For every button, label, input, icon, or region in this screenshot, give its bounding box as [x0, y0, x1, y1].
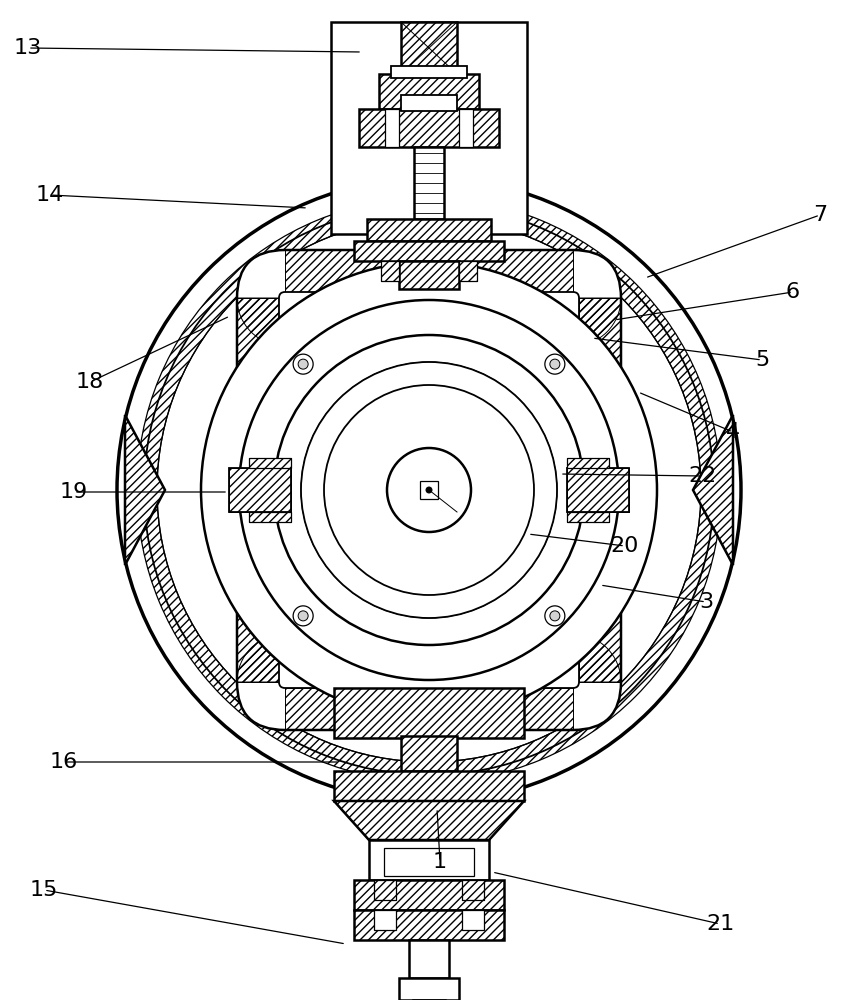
Polygon shape [334, 801, 524, 840]
Bar [374, 910, 396, 930]
Bar [399, 978, 459, 1000]
Bar [249, 458, 291, 468]
Bar [567, 512, 609, 522]
Bar [401, 22, 457, 74]
Bar [567, 468, 629, 512]
Bar [249, 458, 291, 468]
Bar [401, 736, 457, 771]
Circle shape [293, 606, 314, 626]
Circle shape [239, 300, 619, 680]
Bar [567, 512, 609, 522]
Circle shape [550, 611, 560, 621]
Bar [334, 688, 524, 738]
Bar [459, 109, 473, 147]
FancyBboxPatch shape [237, 250, 621, 730]
Bar [354, 241, 504, 261]
Bar [359, 109, 499, 147]
Bar [374, 880, 396, 900]
Bar [567, 458, 609, 468]
Bar [331, 22, 527, 234]
Bar [334, 688, 524, 738]
Text: 15: 15 [30, 880, 58, 900]
Bar [354, 910, 504, 940]
Bar [334, 771, 524, 801]
Bar [367, 219, 491, 241]
Bar [367, 219, 491, 241]
Circle shape [157, 218, 701, 762]
Polygon shape [693, 415, 733, 565]
Bar [381, 261, 399, 281]
Bar [459, 261, 477, 281]
Bar [381, 261, 399, 281]
Text: 5: 5 [755, 350, 769, 370]
Circle shape [293, 354, 314, 374]
Bar [354, 910, 504, 940]
Circle shape [545, 606, 565, 626]
Bar [359, 109, 499, 147]
Text: 3: 3 [699, 592, 713, 612]
Bar [420, 481, 438, 499]
Circle shape [550, 359, 560, 369]
Circle shape [298, 359, 308, 369]
Bar [379, 74, 479, 109]
Bar [374, 880, 396, 900]
Bar [414, 147, 444, 219]
Circle shape [144, 205, 714, 775]
Bar [567, 468, 629, 512]
Bar [229, 468, 291, 512]
Bar [462, 880, 484, 900]
Bar [229, 468, 291, 512]
Bar [334, 771, 524, 801]
Bar [249, 512, 291, 522]
Bar [462, 910, 484, 930]
Bar [401, 736, 457, 771]
Bar [401, 22, 457, 74]
Text: 19: 19 [60, 482, 88, 502]
Bar [354, 880, 504, 910]
Text: 4: 4 [726, 422, 740, 442]
Text: 1: 1 [433, 852, 447, 872]
Text: 20: 20 [611, 536, 639, 556]
Circle shape [426, 487, 432, 493]
Text: 16: 16 [50, 752, 78, 772]
Circle shape [301, 362, 557, 618]
FancyBboxPatch shape [279, 292, 579, 688]
Text: 6: 6 [786, 282, 800, 302]
Bar [391, 66, 467, 78]
Bar [369, 840, 489, 880]
Bar [409, 940, 449, 978]
Text: 18: 18 [76, 372, 104, 392]
Bar [385, 109, 399, 147]
Circle shape [545, 354, 565, 374]
Text: 22: 22 [688, 466, 716, 486]
Bar [354, 241, 504, 261]
Bar [354, 880, 504, 910]
Circle shape [117, 178, 741, 802]
Circle shape [324, 385, 534, 595]
Circle shape [387, 448, 471, 532]
Circle shape [298, 611, 308, 621]
Bar [401, 95, 457, 111]
Bar [249, 512, 291, 522]
Bar [379, 74, 479, 109]
Text: 7: 7 [813, 205, 827, 225]
Text: 21: 21 [706, 914, 734, 934]
Bar [459, 261, 477, 281]
Bar [399, 261, 459, 289]
Bar [462, 880, 484, 900]
Circle shape [201, 262, 657, 718]
Circle shape [274, 335, 584, 645]
Text: 13: 13 [14, 38, 42, 58]
Text: 14: 14 [36, 185, 64, 205]
Bar [399, 261, 459, 289]
Bar [567, 458, 609, 468]
Polygon shape [125, 415, 165, 565]
Bar [384, 848, 474, 876]
